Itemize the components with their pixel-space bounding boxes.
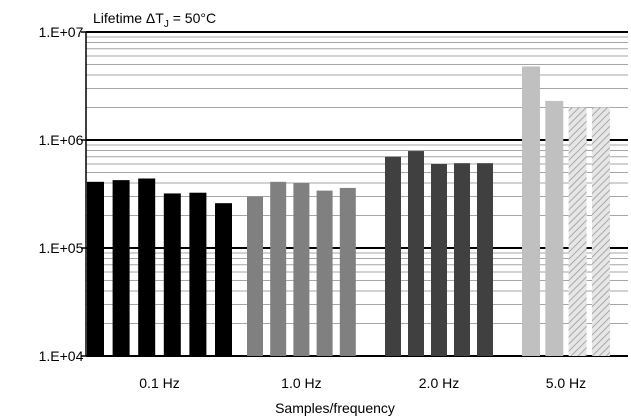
bar-2-0-hz-5 — [477, 163, 493, 356]
bar-0-1-hz-6 — [215, 203, 232, 356]
x-category-label: 1.0 Hz — [281, 375, 321, 391]
bar-1-0-hz-1 — [247, 196, 263, 356]
y-tick-label: 1.E+07 — [39, 24, 84, 40]
bar-1-0-hz-2 — [270, 181, 287, 356]
bar-5-0-hz-4 — [591, 107, 610, 356]
bar-0-1-hz-2 — [112, 180, 130, 356]
x-category-label: 0.1 Hz — [139, 375, 179, 391]
x-category-label: 2.0 Hz — [419, 375, 459, 391]
bar-5-0-hz-1 — [522, 66, 540, 356]
bar-2-0-hz-2 — [408, 151, 424, 356]
tick-labels: 1.E+04 1.E+05 1.E+06 1.E+07 0.1 Hz 1.0 Hz 2.0 … — [39, 24, 587, 391]
chart-title: Lifetime ΔTJ = 50°C — [93, 10, 216, 30]
x-category-label: 5.0 Hz — [546, 375, 586, 391]
axes — [81, 31, 87, 357]
bar-5-0-hz-3 — [568, 107, 587, 356]
bar-0-1-hz-1 — [87, 181, 104, 356]
bar-1-0-hz-4 — [316, 190, 333, 356]
bar-1-0-hz-3 — [293, 182, 310, 356]
bar-1-0-hz-5 — [339, 187, 356, 356]
y-tick-label: 1.E+06 — [39, 132, 84, 148]
bar-0-1-hz-5 — [189, 192, 207, 356]
bar-2-0-hz-4 — [454, 163, 470, 356]
y-tick-label: 1.E+05 — [39, 240, 84, 256]
bar-2-0-hz-1 — [385, 156, 401, 356]
bar-0-1-hz-4 — [163, 193, 181, 356]
bar-0-1-hz-3 — [138, 178, 156, 356]
bars — [87, 66, 610, 356]
y-tick-label: 1.E+04 — [39, 348, 84, 364]
x-axis-title: Samples/frequency — [275, 400, 395, 416]
bar-2-0-hz-3 — [431, 163, 447, 356]
bar-5-0-hz-2 — [545, 100, 564, 356]
